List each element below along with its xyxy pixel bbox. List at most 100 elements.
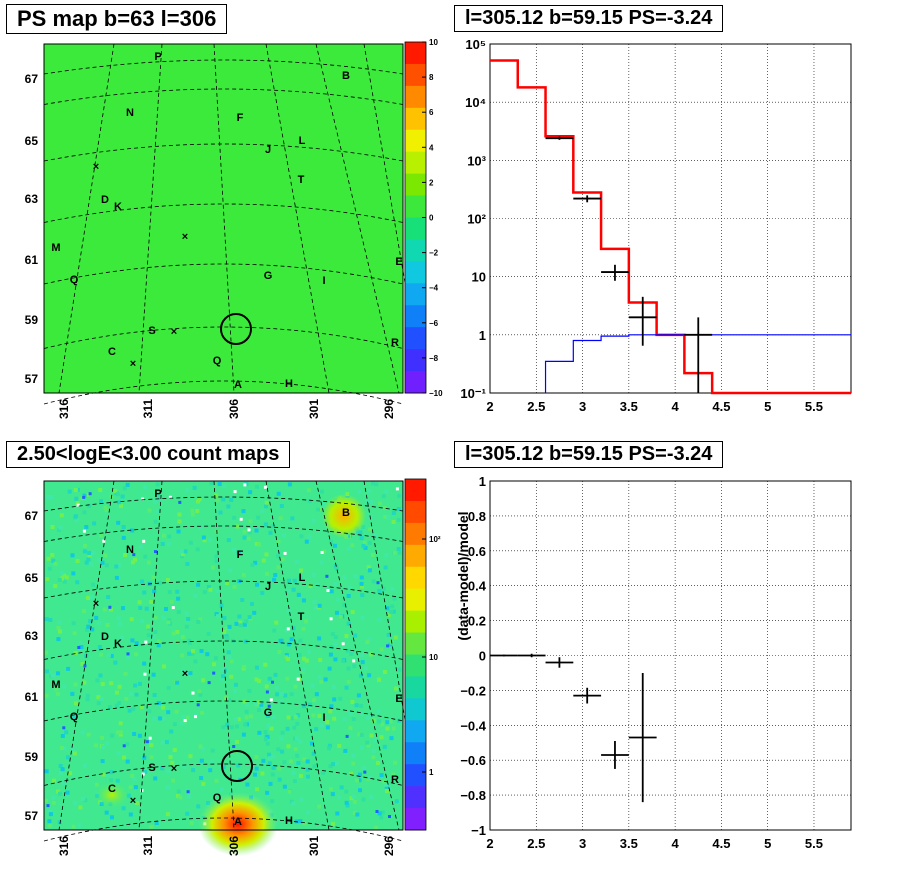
count-map-pixel	[279, 691, 284, 696]
count-map-pixel	[254, 541, 259, 546]
count-map-pixel	[358, 703, 363, 708]
count-map-pixel	[165, 785, 170, 790]
count-map-pixel	[153, 500, 158, 504]
count-map-pixel	[114, 690, 119, 695]
count-map-pixel	[91, 550, 96, 555]
count-map-pixel	[66, 666, 71, 671]
count-map-pixel	[57, 527, 62, 532]
count-map-pixel	[70, 747, 75, 752]
count-map-pixel	[114, 575, 119, 580]
count-map-pixel	[351, 717, 356, 722]
count-map-pixel	[360, 615, 365, 620]
count-map-pixel	[296, 713, 301, 718]
count-map-pixel	[109, 770, 114, 775]
count-map-pixel	[133, 683, 138, 688]
count-map-pixel	[73, 488, 78, 493]
count-map-pixel	[276, 539, 281, 544]
count-map-colorbar-band	[405, 479, 426, 502]
count-map-pixel	[75, 559, 80, 564]
count-map-pixel	[263, 730, 268, 734]
count-map-pixel	[190, 508, 195, 513]
count-map-pixel	[255, 484, 259, 489]
count-map-pixel	[244, 702, 249, 707]
count-map-pixel	[44, 617, 49, 622]
count-map-pixel	[115, 778, 120, 783]
count-map-pixel	[143, 554, 148, 559]
residual-x-tick-label: 3.5	[620, 836, 638, 851]
count-map-pixel	[210, 759, 215, 764]
count-map-pixel	[210, 748, 215, 753]
count-map-pixel	[164, 740, 169, 745]
ps-map-x-tick-label: 311	[141, 399, 155, 419]
count-map-pixel	[90, 627, 95, 632]
residual-y-tick-label: −0.6	[460, 753, 486, 768]
count-map-pixel	[50, 673, 55, 678]
count-map-pixel	[290, 516, 295, 521]
count-map-pixel	[132, 553, 136, 557]
count-map-pixel	[129, 617, 134, 622]
count-map-pixel	[255, 787, 260, 792]
count-map-pixel	[299, 797, 304, 802]
count-map-pixel	[291, 626, 296, 631]
count-map-pixel	[335, 761, 339, 766]
count-map-pixel	[156, 509, 161, 513]
count-map-pixel	[244, 715, 249, 720]
count-map-pixel	[140, 579, 145, 584]
count-map-pixel	[104, 563, 109, 568]
count-map-pixel	[232, 547, 236, 552]
count-map-pixel	[70, 553, 75, 558]
spectrum-title: l=305.12 b=59.15 PS=-3.24	[454, 5, 724, 32]
count-map-pixel	[142, 590, 147, 595]
count-map-pixel	[160, 542, 165, 546]
count-map-pixel	[142, 661, 147, 666]
count-map-pixel	[287, 789, 292, 794]
count-map-pixel	[58, 770, 63, 775]
count-map-pixel	[94, 782, 99, 787]
count-map-pixel	[311, 518, 316, 523]
count-map-pixel	[346, 594, 351, 598]
count-map-pixel	[341, 642, 345, 646]
count-map-pixel	[382, 744, 387, 749]
count-map-pixel	[371, 579, 376, 584]
count-map-pixel	[221, 674, 225, 679]
spectrum-x-tick-label: 2	[486, 399, 493, 414]
count-map-pixel	[44, 650, 49, 655]
spectrum-x-tick-label: 2.5	[527, 399, 545, 414]
count-map-pixel	[212, 671, 216, 675]
count-map-pixel	[130, 638, 135, 643]
count-map-pixel	[185, 715, 190, 720]
count-map-pixel	[270, 772, 275, 777]
ps-map-frame	[43, 43, 404, 394]
count-map-pixel	[247, 528, 251, 532]
count-map-source-b-blob	[322, 494, 366, 538]
count-map-pixel	[115, 492, 120, 497]
count-map-pixel	[391, 519, 396, 524]
count-map-pixel	[167, 590, 172, 594]
count-map-pixel	[291, 801, 296, 806]
count-map-pixel	[166, 685, 171, 690]
count-map-pixel	[125, 482, 130, 487]
ps-map-source-label: E	[395, 256, 402, 268]
count-map-pixel	[176, 596, 181, 601]
count-map-pixel	[268, 781, 273, 786]
count-map-pixel	[134, 652, 139, 657]
ps-map-roi-circle	[220, 313, 252, 345]
count-map-pixel	[121, 535, 126, 540]
count-map-pixel	[242, 664, 247, 669]
count-map-pixel	[352, 664, 357, 669]
spectrum-y-tick-label: 10²	[467, 212, 486, 227]
count-map-pixel	[47, 566, 52, 571]
count-map-pixel	[94, 743, 99, 748]
count-map-pixel	[45, 577, 50, 581]
count-map-pixel	[240, 598, 245, 602]
count-map-pixel	[301, 626, 306, 631]
count-map-pixel	[151, 575, 156, 580]
count-map-pixel	[56, 789, 61, 794]
count-map-pixel	[66, 755, 70, 760]
count-map-pixel	[255, 582, 259, 587]
count-map-pixel	[264, 504, 268, 509]
residual-y-tick-label: 0.2	[468, 614, 486, 629]
count-map-pixel	[235, 524, 240, 529]
count-map-pixel	[51, 800, 56, 805]
count-map-pixel	[123, 671, 128, 676]
